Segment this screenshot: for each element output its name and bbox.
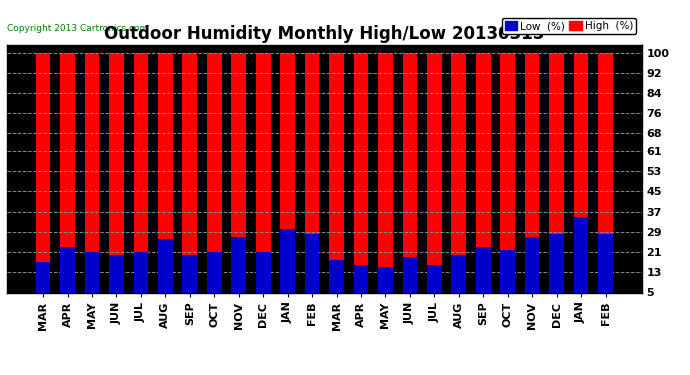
Bar	[109, 53, 124, 305]
Bar	[256, 53, 270, 305]
Bar	[476, 53, 491, 305]
Bar	[329, 53, 344, 305]
Bar	[598, 53, 613, 305]
Bar	[329, 260, 344, 305]
Bar	[280, 53, 295, 305]
Bar	[378, 267, 393, 305]
Bar	[427, 265, 442, 305]
Bar	[402, 257, 417, 305]
Bar	[573, 217, 589, 305]
Bar	[549, 53, 564, 305]
Bar	[134, 252, 148, 305]
Bar	[85, 252, 99, 305]
Bar	[158, 53, 172, 305]
Bar	[427, 53, 442, 305]
Title: Outdoor Humidity Monthly High/Low 20130315: Outdoor Humidity Monthly High/Low 201303…	[104, 26, 544, 44]
Bar	[525, 237, 540, 305]
Bar	[134, 53, 148, 305]
Bar	[36, 53, 50, 305]
Bar	[305, 53, 319, 305]
Bar	[500, 250, 515, 305]
Bar	[256, 252, 270, 305]
Bar	[476, 247, 491, 305]
Bar	[85, 53, 99, 305]
Bar	[525, 53, 540, 305]
Bar	[451, 53, 466, 305]
Bar	[451, 255, 466, 305]
Bar	[354, 53, 368, 305]
Bar	[109, 255, 124, 305]
Bar	[500, 53, 515, 305]
Bar	[207, 53, 221, 305]
Bar	[354, 265, 368, 305]
Bar	[36, 262, 50, 305]
Bar	[378, 53, 393, 305]
Bar	[60, 53, 75, 305]
Legend: Low  (%), High  (%): Low (%), High (%)	[502, 18, 636, 34]
Bar	[182, 53, 197, 305]
Text: Copyright 2013 Cartronics.com: Copyright 2013 Cartronics.com	[7, 24, 148, 33]
Bar	[231, 53, 246, 305]
Bar	[549, 234, 564, 305]
Bar	[305, 234, 319, 305]
Bar	[402, 53, 417, 305]
Bar	[182, 255, 197, 305]
Bar	[207, 252, 221, 305]
Bar	[573, 53, 589, 305]
Bar	[158, 240, 172, 305]
Bar	[60, 247, 75, 305]
Bar	[280, 230, 295, 305]
Bar	[598, 234, 613, 305]
Bar	[231, 237, 246, 305]
